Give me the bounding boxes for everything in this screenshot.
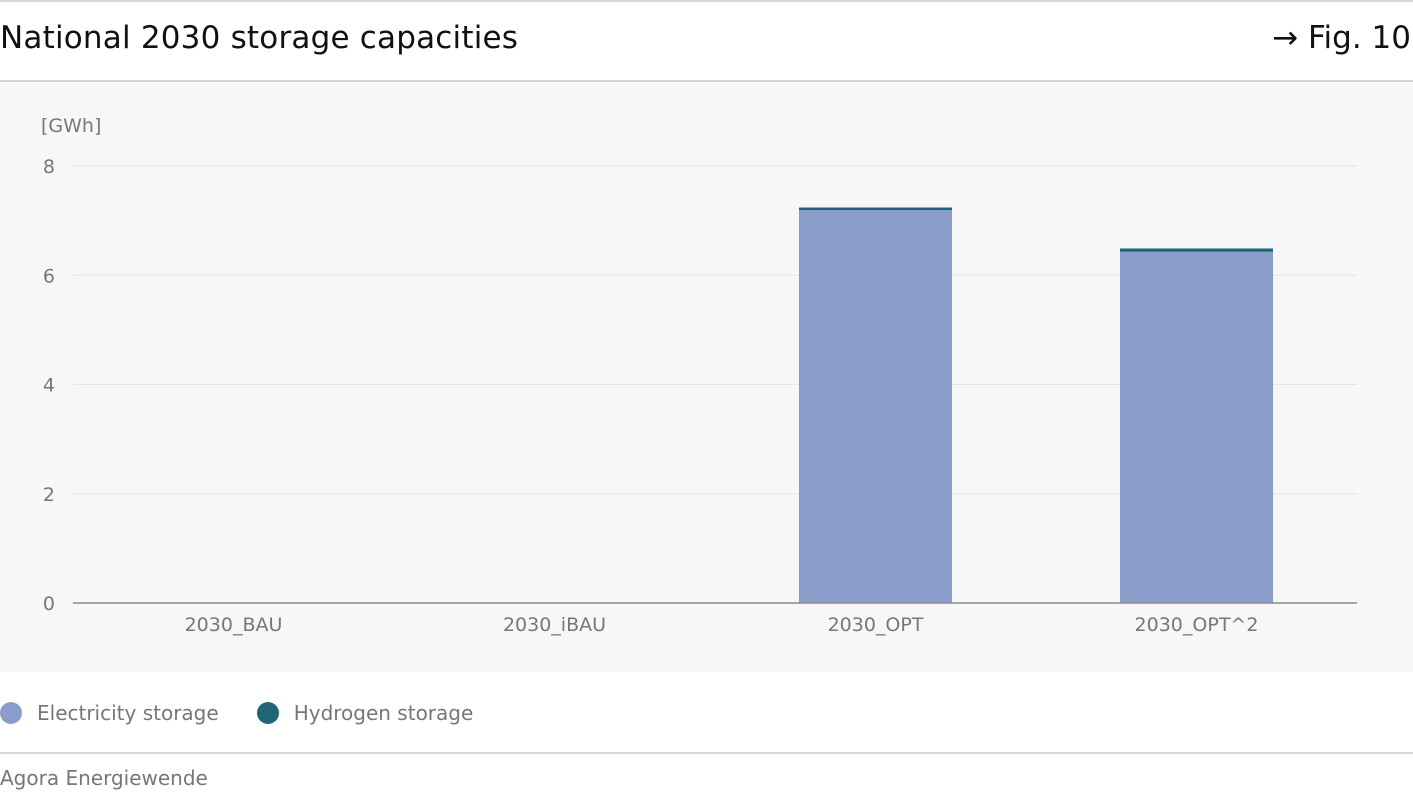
legend-item-electricity-storage[interactable]: Electricity storage <box>0 701 219 725</box>
y-tick-label: 2 <box>43 484 55 506</box>
legend-label: Hydrogen storage <box>293 701 474 725</box>
bar-electricity-storage-2030-opt-2[interactable] <box>1120 251 1273 604</box>
x-tick-label: 2030_iBAU <box>503 614 606 636</box>
y-tick-label: 6 <box>43 265 55 287</box>
x-tick-label: 2030_OPT <box>828 614 924 636</box>
bar-hydrogen-storage-2030-opt-2[interactable] <box>1120 248 1273 252</box>
legend: Electricity storage Hydrogen storage <box>0 698 511 728</box>
chart-title: National 2030 storage capacities <box>0 20 519 56</box>
y-tick-label: 4 <box>43 375 55 397</box>
source-label: Agora Energiewende <box>0 766 208 790</box>
y-axis-unit-label: [GWh] <box>41 115 101 137</box>
header-rule <box>0 80 1413 82</box>
y-tick-label: 8 <box>43 156 55 178</box>
x-tick-label: 2030_OPT^2 <box>1135 614 1259 636</box>
x-tick-label: 2030_BAU <box>185 614 283 636</box>
hydrogen-storage-swatch-icon <box>256 702 279 724</box>
figure-reference-link[interactable]: → Fig. 10 <box>1272 20 1411 56</box>
bar-chart: [GWh] 0 2 4 6 8 2030_BAU 2030_iBAU 2030_OPT 203… <box>41 115 1357 636</box>
chart-header: National 2030 storage capacities → Fig. … <box>0 2 1413 80</box>
electricity-storage-swatch-icon <box>0 702 22 724</box>
bar-electricity-storage-2030-opt[interactable] <box>799 209 952 603</box>
legend-item-hydrogen-storage[interactable]: Hydrogen storage <box>256 701 474 725</box>
y-tick-label: 0 <box>43 593 55 615</box>
legend-label: Electricity storage <box>37 701 219 725</box>
footer-rule <box>0 752 1413 754</box>
bar-hydrogen-storage-2030-opt[interactable] <box>799 207 952 211</box>
top-rule <box>0 0 1413 2</box>
